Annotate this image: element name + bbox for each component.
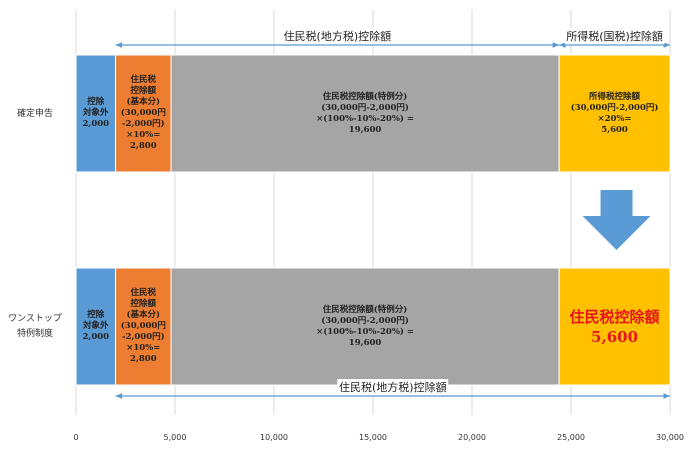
resident-tax-span-top-label: 住民税(地方税)控除額 (281, 28, 394, 44)
x-tick-label: 15,000 (359, 433, 387, 442)
bar-segment (558, 54, 671, 173)
x-tick-label: 30,000 (656, 433, 684, 442)
x-tick-label: 25,000 (557, 433, 585, 442)
bar-segment (115, 54, 172, 173)
span-arrows (115, 42, 670, 399)
bar-segment (75, 267, 117, 386)
bar-segment (115, 267, 172, 386)
x-tick-label: 0 (73, 433, 79, 442)
bar-segment (558, 267, 671, 386)
bars (75, 54, 671, 386)
bar-segment (75, 54, 117, 173)
resident-tax-span-bottom-label: 住民税(地方税)控除額 (337, 379, 449, 395)
x-tick-label: 5,000 (163, 433, 187, 442)
down-arrow-icon (582, 190, 651, 250)
bar-segment (170, 54, 560, 173)
x-tick-label: 20,000 (458, 433, 486, 442)
bar-segment (170, 267, 560, 386)
x-tick-label: 10,000 (260, 433, 288, 442)
row-label: ワンストップ 特例制度 (8, 313, 62, 339)
income-tax-span-label: 所得税(国税)控除額 (564, 28, 665, 44)
row-label: 確定申告 (16, 108, 53, 119)
